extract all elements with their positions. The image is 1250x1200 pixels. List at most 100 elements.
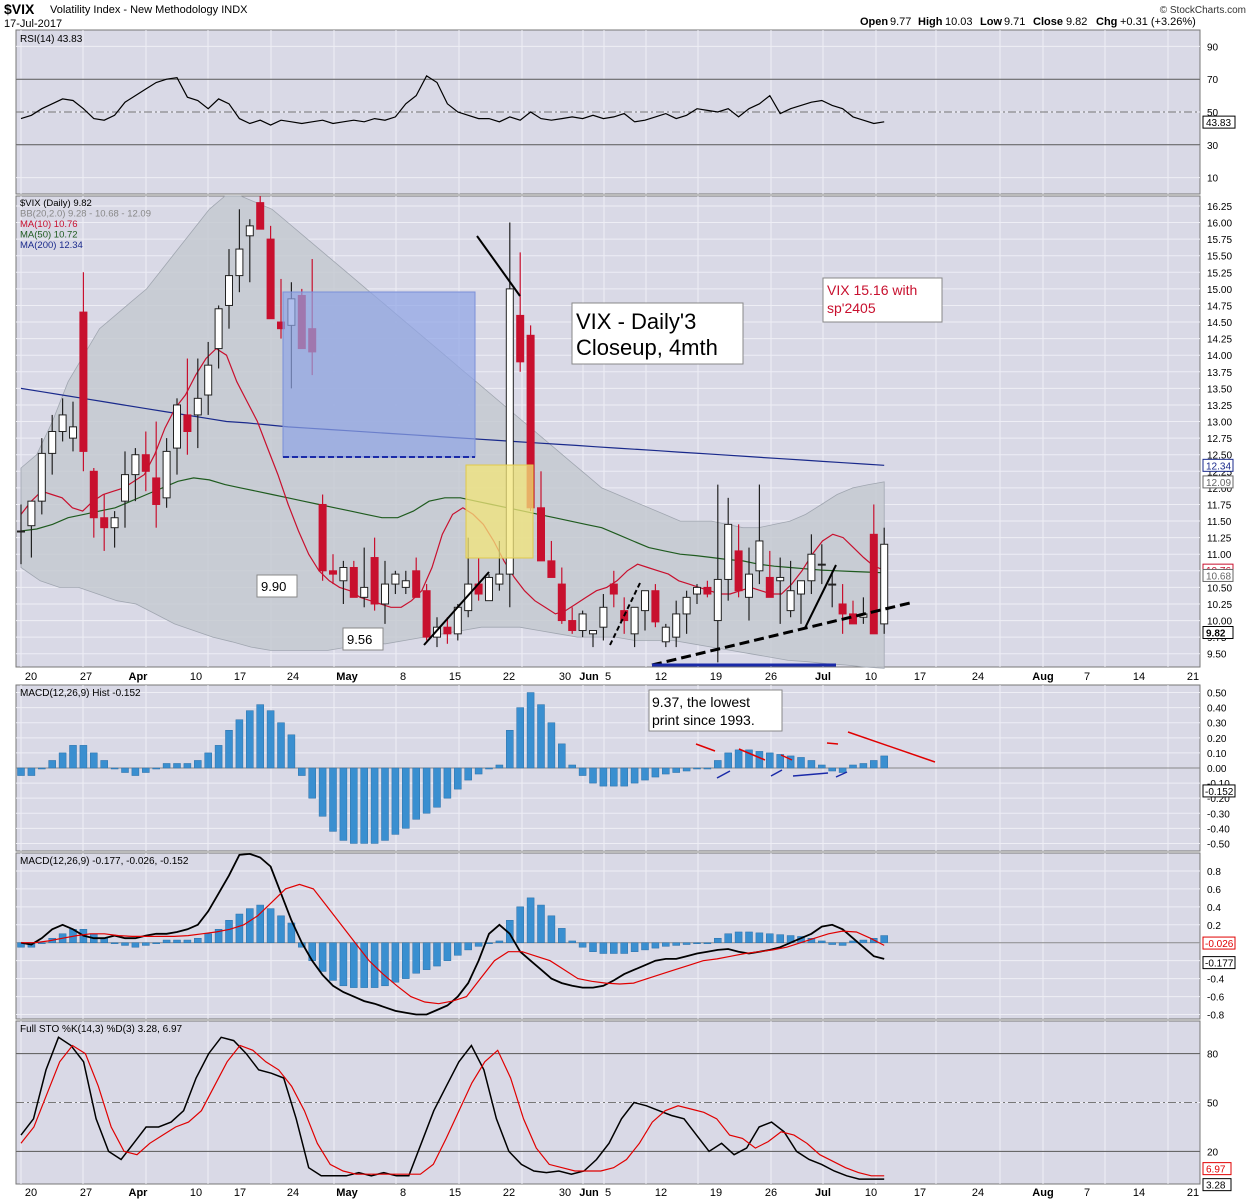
macd-panel-hist-bar [880, 935, 888, 943]
macd-panel-hist-bar [194, 937, 202, 943]
candle-body [48, 431, 57, 454]
candle-body [734, 550, 743, 592]
macd-panel-hist-bar [568, 940, 576, 943]
x-axis-label-0: 7 [1084, 671, 1090, 683]
macd-panel-hist-bar [173, 939, 181, 943]
svg-text:High: High [918, 16, 943, 28]
candle [755, 484, 764, 585]
macd-hist-panel-tick-10: -0.50 [1207, 839, 1230, 850]
candle [48, 414, 57, 475]
candle [807, 534, 816, 595]
macd-hist-bar [204, 752, 212, 769]
macd-hist-bar [724, 752, 732, 769]
macd-panel-hist-bar [558, 928, 566, 943]
x-axis-label-0: 17 [914, 671, 926, 683]
macd-panel-hist-bar [329, 942, 337, 981]
macd-signal-line [21, 883, 885, 1005]
candle-body [412, 570, 421, 598]
price-right-label: 10.68 [1206, 571, 1231, 582]
price-panel-tick-9: 14.00 [1207, 351, 1232, 362]
candle-body [713, 578, 722, 622]
macd-panel-hist-bar [183, 939, 192, 943]
macd-panel-hist-bar [121, 942, 129, 946]
macd-hist-bar [69, 745, 77, 769]
macd-hist-panel: 0.500.400.300.200.100.00-0.10-0.20-0.30-… [15, 684, 1236, 852]
candle-body [433, 626, 441, 638]
x-axis-label-1: 17 [234, 1187, 246, 1199]
candle-body [183, 414, 192, 433]
candle-body [349, 566, 358, 598]
candle [256, 196, 265, 230]
macd-hist-bar [485, 767, 493, 770]
macd-right-label: -0.026 [1205, 939, 1234, 950]
candle [817, 544, 826, 585]
candle-body [58, 414, 67, 433]
symbol-name: Volatility Index - New Methodology INDX [50, 4, 248, 16]
x-axis-label-0: 8 [400, 671, 406, 683]
rsi-panel-tick-0: 90 [1207, 42, 1219, 53]
sto-right-label: 6.97 [1206, 1165, 1226, 1176]
x-axis-label-0: 15 [449, 671, 461, 683]
candle-body [401, 580, 410, 588]
macd-panel-hist-bar [838, 942, 847, 946]
candle [609, 570, 618, 608]
macd-panel-hist-bar [734, 931, 743, 943]
macd-hist-bar [589, 767, 597, 784]
candle-body [724, 523, 733, 580]
sto-tag [1202, 1178, 1232, 1192]
macd-hist-bar [610, 767, 618, 787]
x-axis-label-1: 21 [1187, 1187, 1199, 1199]
macd-hist-bar [360, 767, 368, 844]
candle-body [214, 308, 223, 350]
candle-body [360, 586, 369, 598]
macd-hist-bar [142, 767, 150, 773]
x-axis-label-1: Apr [129, 1187, 149, 1199]
candle-body [599, 606, 608, 628]
candle [661, 623, 670, 648]
svg-text:sp'2405: sp'2405 [827, 300, 876, 316]
candle-body [100, 517, 109, 529]
candle [745, 547, 753, 621]
title-box: VIX - Daily'3 Closeup, 4mth [571, 302, 744, 365]
macd-hist-bar [578, 767, 587, 776]
candle-body [89, 470, 98, 519]
macd-panel-hist-bar [235, 913, 244, 943]
candle [693, 584, 701, 604]
macd-panel-hist-bar [443, 942, 452, 961]
candle [786, 560, 795, 618]
x-axis-label-0: 12 [655, 671, 667, 683]
rsi-legend: RSI(14) 43.83 [20, 34, 83, 45]
rsi-panel-tick-2: 50 [1207, 108, 1219, 119]
macd-hist-bar [298, 767, 306, 776]
candle-body [162, 450, 171, 499]
x-axis-label-1: 24 [972, 1187, 984, 1199]
candle-body [578, 613, 587, 632]
macd-hist-bar [828, 767, 836, 772]
candle [391, 570, 400, 595]
candle-body [391, 573, 400, 585]
candle-body [121, 474, 129, 502]
macd-panel-hist-bar [703, 942, 712, 944]
macd-hist-tag [1202, 784, 1236, 798]
macd-hist-bar [651, 767, 660, 778]
x-axis-label-0: 26 [765, 671, 777, 683]
macd-panel-hist-bar [214, 929, 223, 943]
macd-hist-bar [225, 730, 233, 769]
x-axis-label-1: 24 [287, 1187, 299, 1199]
candle [443, 617, 452, 644]
candle-body [193, 397, 202, 416]
candle-body [568, 620, 577, 632]
candle [110, 511, 119, 548]
candle-body [682, 596, 691, 615]
candle [381, 560, 389, 624]
macd-hist-bar [516, 707, 524, 769]
candle-body [838, 603, 847, 615]
macd-hist-bar [422, 767, 431, 814]
candle-body [245, 225, 254, 237]
macd-hist-bar [464, 767, 472, 781]
candle-body [110, 517, 119, 529]
sto-k-line [20, 1036, 885, 1180]
candle-body [152, 477, 161, 505]
x-axis-label-1: 27 [80, 1187, 92, 1199]
candle [225, 249, 233, 329]
